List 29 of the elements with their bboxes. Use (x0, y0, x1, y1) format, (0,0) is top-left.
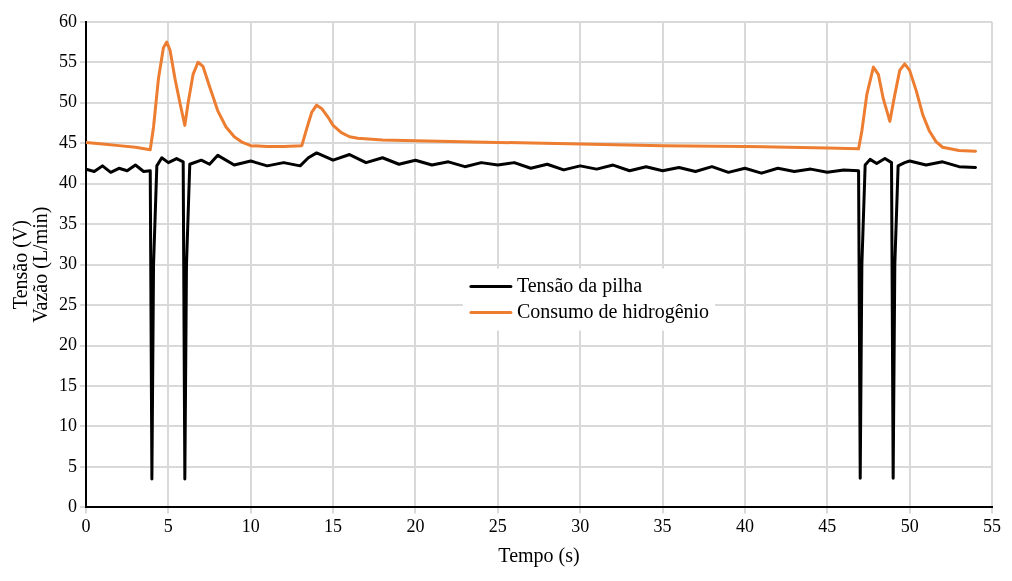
y-tick-label: 15 (59, 374, 77, 395)
x-tick-label: 15 (324, 515, 343, 536)
y-tick-label: 60 (59, 10, 77, 31)
y-tick-label: 20 (59, 334, 77, 355)
x-tick-label: 0 (81, 515, 91, 536)
x-tick-label: 50 (900, 515, 919, 536)
x-tick-label: 10 (241, 515, 260, 536)
y-tick-label: 5 (68, 455, 77, 476)
x-tick-label: 25 (488, 515, 507, 536)
y-tick-label: 40 (59, 172, 77, 193)
y-tick-label: 25 (59, 293, 77, 314)
y-tick-label: 30 (59, 253, 77, 274)
y-tick-label: 50 (59, 91, 77, 112)
legend-label: Consumo de hidrogênio (516, 299, 710, 323)
x-tick-label: 30 (571, 515, 590, 536)
y-tick-label: 0 (68, 496, 77, 517)
x-tick-label: 45 (818, 515, 837, 536)
y-tick-label: 45 (59, 131, 77, 152)
x-tick-label: 55 (983, 515, 1001, 536)
y-axis-title: Tensão (V) Vazão (L/min) (9, 206, 53, 323)
y-tick-label: 35 (59, 212, 77, 233)
x-tick-label: 35 (653, 515, 672, 536)
legend-label: Tensão da pilha (516, 273, 643, 297)
y-tick-label: 10 (59, 415, 77, 436)
x-tick-label: 20 (406, 515, 425, 536)
y-tick-label: 55 (59, 51, 77, 71)
x-tick-label: 5 (163, 515, 173, 536)
x-tick-label: 40 (735, 515, 754, 536)
x-axis-title: Tempo (s) (498, 544, 580, 568)
